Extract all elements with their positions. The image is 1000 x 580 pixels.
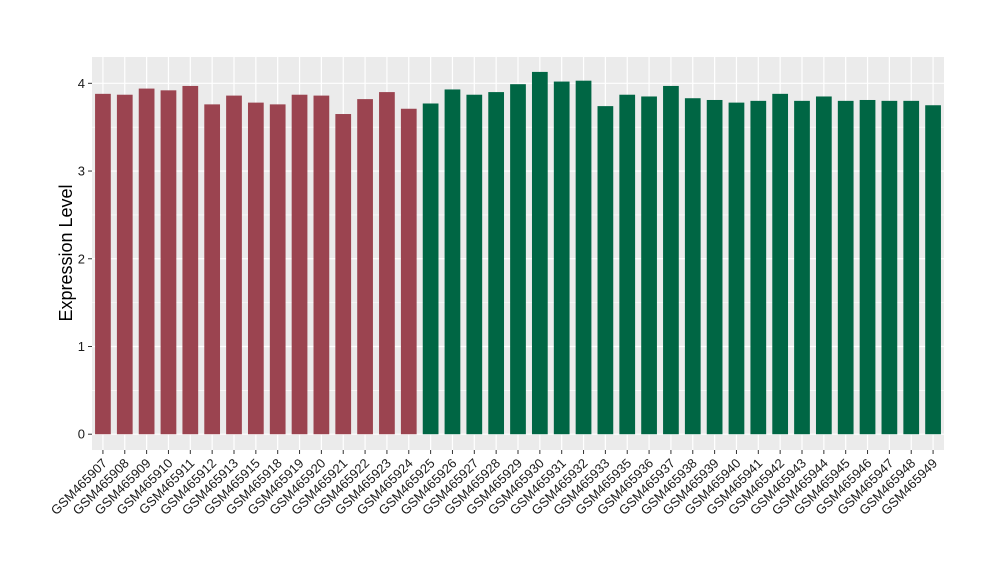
bar-GSM465920 bbox=[313, 95, 330, 435]
bar-GSM465935 bbox=[619, 94, 636, 435]
y-axis: 0 1 2 3 4 bbox=[78, 76, 92, 442]
bar-GSM465939 bbox=[706, 99, 723, 435]
y-tick-label: 3 bbox=[78, 164, 85, 179]
bar-GSM465918 bbox=[269, 104, 286, 435]
bar-GSM465944 bbox=[815, 96, 832, 435]
bar-GSM465915 bbox=[247, 102, 264, 435]
bar-GSM465932 bbox=[575, 80, 592, 435]
y-tick-label: 0 bbox=[78, 427, 85, 442]
bar-GSM465921 bbox=[335, 114, 352, 435]
bar-GSM465949 bbox=[925, 105, 941, 435]
bar-GSM465946 bbox=[859, 99, 876, 435]
bar-GSM465948 bbox=[903, 100, 920, 435]
bar-GSM465943 bbox=[794, 100, 810, 435]
bar-GSM465908 bbox=[116, 94, 133, 435]
bar-GSM465930 bbox=[531, 71, 548, 435]
bar-GSM465931 bbox=[553, 81, 570, 435]
bar-GSM465938 bbox=[684, 98, 701, 435]
bar-GSM465909 bbox=[138, 88, 155, 435]
bar-GSM465910 bbox=[160, 90, 177, 435]
bar-GSM465926 bbox=[444, 89, 461, 435]
bar-GSM465911 bbox=[182, 85, 199, 435]
bar-GSM465940 bbox=[728, 102, 745, 435]
bar-GSM465922 bbox=[357, 99, 373, 435]
bar-GSM465913 bbox=[226, 95, 242, 435]
bar-GSM465912 bbox=[204, 104, 221, 435]
bar-GSM465933 bbox=[597, 106, 614, 435]
y-tick-label: 4 bbox=[78, 76, 85, 91]
bar-GSM465945 bbox=[837, 100, 854, 435]
bar-GSM465928 bbox=[488, 92, 505, 435]
bar-GSM465936 bbox=[641, 96, 657, 435]
bar-GSM465919 bbox=[291, 94, 308, 435]
bars bbox=[95, 71, 941, 435]
bar-GSM465923 bbox=[379, 92, 395, 435]
bar-GSM465937 bbox=[663, 85, 679, 435]
bar-GSM465942 bbox=[772, 93, 789, 435]
bar-GSM465925 bbox=[422, 103, 439, 435]
bar-GSM465947 bbox=[881, 100, 898, 435]
bar-GSM465907 bbox=[95, 93, 111, 435]
bar-GSM465927 bbox=[466, 94, 483, 435]
bar-GSM465924 bbox=[400, 108, 417, 435]
bar-GSM465941 bbox=[750, 100, 767, 435]
x-axis: GSM465907GSM465908GSM465909GSM465910GSM4… bbox=[48, 450, 940, 518]
bar-GSM465929 bbox=[510, 84, 526, 435]
y-axis-title: Expression Level bbox=[56, 184, 76, 321]
y-tick-label: 2 bbox=[78, 251, 85, 266]
y-tick-label: 1 bbox=[78, 339, 85, 354]
